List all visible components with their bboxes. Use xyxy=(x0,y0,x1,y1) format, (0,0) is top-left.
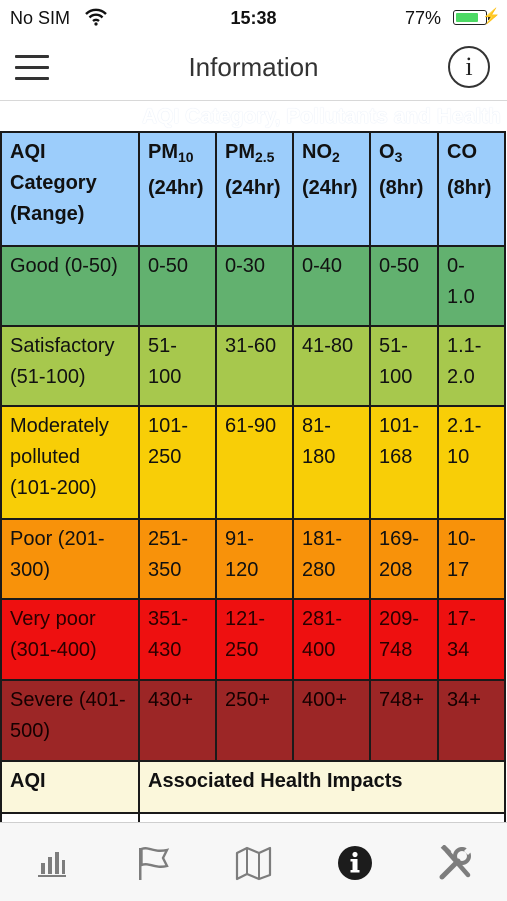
category-cell: Severe (401-500) xyxy=(0,679,140,762)
section-header: AQI Category, Pollutants and Health xyxy=(0,101,507,131)
co-cell: 0- 1.0 xyxy=(437,245,506,327)
o3-cell: 51- 100 xyxy=(369,325,439,407)
o3-cell: 169- 208 xyxy=(369,518,439,600)
category-cell: Moderately polluted (101-200) xyxy=(0,405,140,520)
tab-flags[interactable] xyxy=(133,845,173,881)
header-category: AQI Category (Range) xyxy=(0,131,140,247)
health-aqi-header: AQI xyxy=(0,760,140,814)
pm25-cell: 121- 250 xyxy=(215,598,294,681)
nav-bar: Information i xyxy=(0,36,507,101)
wifi-icon xyxy=(85,8,107,31)
pm25-cell: 0-30 xyxy=(215,245,294,327)
no2-cell: 0-40 xyxy=(292,245,371,327)
o3-cell: 748+ xyxy=(369,679,439,762)
co-cell: 1.1- 2.0 xyxy=(437,325,506,407)
table-row: Very poor (301-400) 351- 430 121- 250 28… xyxy=(0,598,506,681)
blank-cell xyxy=(138,812,506,823)
header-o3: O3 (8hr) xyxy=(369,131,439,247)
clock: 15:38 xyxy=(230,8,277,28)
o3-cell: 101- 168 xyxy=(369,405,439,520)
pm25-cell: 250+ xyxy=(215,679,294,762)
battery-percent: 77% xyxy=(404,8,441,28)
info-icon xyxy=(338,846,372,880)
section-title: AQI Category, Pollutants and Health xyxy=(142,105,501,128)
pm10-cell: 101- 250 xyxy=(138,405,217,520)
aqi-table: AQI Category (Range) PM10 (24hr) PM2.5 (24… xyxy=(0,131,506,823)
pm10-cell: 430+ xyxy=(138,679,217,762)
carrier-label: No SIM xyxy=(10,8,71,28)
tab-bar xyxy=(0,822,507,901)
pm10-cell: 251- 350 xyxy=(138,518,217,600)
co-cell: 34+ xyxy=(437,679,506,762)
header-co: CO (8hr) xyxy=(437,131,506,247)
table-row: Severe (401-500) 430+ 250+ 400+ 748+ 34+ xyxy=(0,679,506,762)
table-row: Satisfactory (51-100) 51- 100 31-60 41-8… xyxy=(0,325,506,407)
pm25-cell: 91- 120 xyxy=(215,518,294,600)
no2-cell: 281- 400 xyxy=(292,598,371,681)
tab-settings[interactable] xyxy=(436,845,476,881)
no2-cell: 41-80 xyxy=(292,325,371,407)
pm10-cell: 51- 100 xyxy=(138,325,217,407)
co-cell: 17- 34 xyxy=(437,598,506,681)
table-row xyxy=(0,812,506,823)
table-row: Poor (201- 300) 251- 350 91- 120 181- 28… xyxy=(0,518,506,600)
table-row: Good (0-50) 0-50 0-30 0-40 0-50 0- 1.0 xyxy=(0,245,506,327)
header-no2: NO2 (24hr) xyxy=(292,131,371,247)
o3-cell: 209- 748 xyxy=(369,598,439,681)
status-bar: No SIM 15:38 77% ⚡ xyxy=(0,0,507,36)
table-header-row: AQI Category (Range) PM10 (24hr) PM2.5 (24… xyxy=(0,131,506,247)
category-cell: Satisfactory (51-100) xyxy=(0,325,140,407)
health-header-row: AQI Associated Health Impacts xyxy=(0,760,506,814)
bar-chart-icon xyxy=(38,852,66,877)
info-button[interactable]: i xyxy=(448,46,490,88)
table-row: Moderately polluted (101-200) 101- 250 6… xyxy=(0,405,506,520)
tab-charts[interactable] xyxy=(32,845,72,881)
aqi-table-container[interactable]: AQI Category (Range) PM10 (24hr) PM2.5 (24… xyxy=(0,131,507,823)
no2-cell: 181- 280 xyxy=(292,518,371,600)
tab-information[interactable] xyxy=(335,845,375,881)
no2-cell: 400+ xyxy=(292,679,371,762)
tools-icon xyxy=(439,845,473,880)
battery-icon xyxy=(453,10,491,25)
co-cell: 10- 17 xyxy=(437,518,506,600)
o3-cell: 0-50 xyxy=(369,245,439,327)
header-pm10: PM10 (24hr) xyxy=(138,131,217,247)
pm25-cell: 61-90 xyxy=(215,405,294,520)
tab-map[interactable] xyxy=(234,845,274,881)
hamburger-menu-icon[interactable] xyxy=(15,54,49,82)
category-cell: Good (0-50) xyxy=(0,245,140,327)
category-cell: Very poor (301-400) xyxy=(0,598,140,681)
pm25-cell: 31-60 xyxy=(215,325,294,407)
blank-cell xyxy=(0,812,140,823)
flag-icon xyxy=(139,847,170,880)
pm10-cell: 351- 430 xyxy=(138,598,217,681)
charging-icon: ⚡ xyxy=(482,8,501,25)
page-title: Information xyxy=(188,52,319,82)
health-impacts-header: Associated Health Impacts xyxy=(138,760,506,814)
header-pm25: PM2.5 (24hr) xyxy=(215,131,294,247)
co-cell: 2.1- 10 xyxy=(437,405,506,520)
category-cell: Poor (201- 300) xyxy=(0,518,140,600)
pm10-cell: 0-50 xyxy=(138,245,217,327)
map-icon xyxy=(235,846,272,881)
no2-cell: 81- 180 xyxy=(292,405,371,520)
